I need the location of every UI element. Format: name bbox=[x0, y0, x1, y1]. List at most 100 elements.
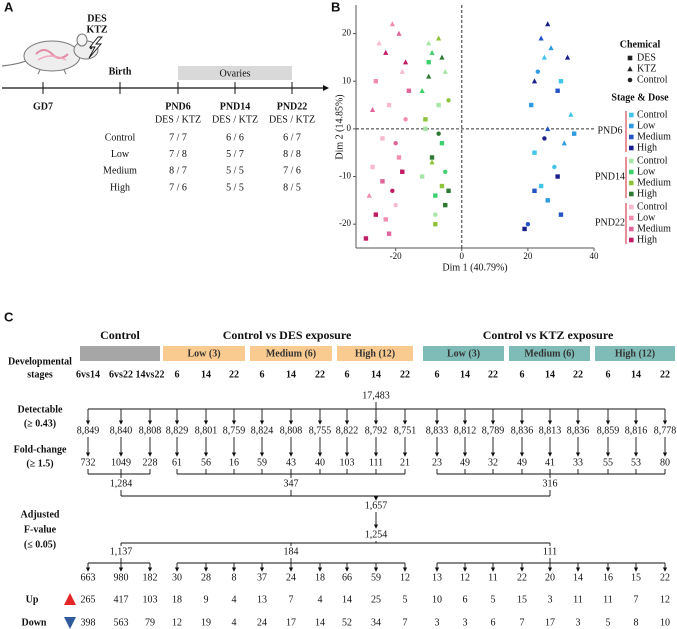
fold-change-total: 316 bbox=[543, 478, 558, 489]
legend-marker bbox=[629, 145, 634, 151]
point bbox=[439, 140, 445, 146]
point bbox=[399, 68, 405, 74]
down-count: 10 bbox=[660, 617, 670, 628]
up-count: 13 bbox=[257, 594, 267, 605]
count: 5 / 7 bbox=[226, 149, 244, 160]
legend-marker bbox=[627, 77, 633, 83]
point bbox=[419, 174, 425, 179]
dose-box bbox=[250, 346, 332, 361]
fold-change-count: 43 bbox=[286, 457, 296, 468]
fold-change-count: 59 bbox=[257, 457, 267, 468]
legend-label: KTZ bbox=[637, 63, 656, 74]
legend-marker bbox=[629, 123, 634, 129]
count: 6 / 7 bbox=[283, 132, 301, 143]
point bbox=[436, 102, 441, 108]
count: 5 / 5 bbox=[226, 182, 244, 193]
legend-marker bbox=[629, 204, 634, 210]
down-count: 4 bbox=[232, 617, 237, 628]
point bbox=[380, 179, 385, 184]
tissue-box bbox=[178, 66, 292, 80]
stage-label: 6 bbox=[435, 369, 440, 380]
stage-label: 6vs22 bbox=[109, 369, 133, 380]
panel-label: B bbox=[331, 0, 340, 14]
row-label: F-value bbox=[24, 524, 57, 535]
fold-change-count: 61 bbox=[172, 457, 182, 468]
legend-marker bbox=[629, 112, 634, 118]
down-count: 6 bbox=[491, 617, 496, 628]
legend-marker bbox=[627, 66, 633, 72]
row-label: Fold-change bbox=[14, 444, 67, 455]
row-label: Down bbox=[21, 617, 46, 628]
point bbox=[396, 30, 402, 36]
row-label: stages bbox=[27, 369, 53, 380]
dose-box-label: Medium (6) bbox=[266, 348, 316, 359]
point bbox=[545, 21, 551, 27]
timeline-label: GD7 bbox=[33, 101, 53, 112]
point bbox=[568, 111, 574, 117]
legend-group: PND6 bbox=[597, 125, 622, 136]
count: 7 / 7 bbox=[169, 132, 187, 143]
y-tick-label: 20 bbox=[342, 28, 352, 38]
legend-label: Low bbox=[637, 166, 656, 177]
detectable-count: 8,829 bbox=[166, 425, 189, 436]
stage-label: 14 bbox=[460, 369, 470, 380]
adjusted-count: 22 bbox=[517, 572, 527, 583]
fold-change-count: 16 bbox=[229, 457, 239, 468]
down-count: 5 bbox=[606, 617, 611, 628]
up-count: 417 bbox=[114, 594, 129, 605]
point bbox=[555, 88, 560, 93]
dose-box-label: Medium (6) bbox=[524, 348, 574, 359]
timeline-label: PND14 bbox=[220, 101, 251, 112]
adjusted-count: 12 bbox=[400, 572, 410, 583]
up-count: 18 bbox=[172, 594, 182, 605]
column-header: DES / KTZ bbox=[155, 114, 201, 125]
up-count: 4 bbox=[318, 594, 323, 605]
detectable-count: 8,833 bbox=[426, 425, 449, 436]
stage-label: 22 bbox=[488, 369, 498, 380]
point bbox=[541, 54, 548, 60]
down-count: 398 bbox=[81, 617, 96, 628]
legend-label: Control bbox=[637, 155, 668, 166]
x-tick-label: 20 bbox=[523, 251, 533, 261]
y-tick-label: -10 bbox=[339, 171, 351, 181]
column-header: DES / KTZ bbox=[212, 114, 258, 125]
fold-change-total: 1,284 bbox=[110, 478, 133, 489]
fold-change-count: 1049 bbox=[111, 457, 131, 468]
total: 17,483 bbox=[362, 390, 390, 401]
legend-marker bbox=[629, 237, 634, 243]
detectable-count: 8,789 bbox=[482, 425, 505, 436]
up-count: 3 bbox=[548, 594, 553, 605]
adjusted-count: 8 bbox=[232, 572, 237, 583]
legend-label: Control bbox=[637, 201, 668, 212]
dose-box bbox=[595, 346, 675, 361]
column-header: DES / KTZ bbox=[269, 114, 315, 125]
point bbox=[433, 212, 438, 217]
dose-label: Medium bbox=[103, 166, 137, 177]
legend-marker bbox=[629, 169, 634, 175]
detectable-count: 8,792 bbox=[365, 425, 388, 436]
point bbox=[389, 21, 395, 27]
point bbox=[443, 202, 448, 208]
y-tick-label: 10 bbox=[342, 75, 352, 85]
panel-label: C bbox=[4, 309, 14, 324]
down-count: 14 bbox=[315, 617, 325, 628]
detectable-count: 8,812 bbox=[454, 425, 477, 436]
header: Control vs KTZ exposure bbox=[483, 328, 614, 342]
point bbox=[433, 221, 438, 227]
stage-label: 6 bbox=[606, 369, 611, 380]
adjusted-count: 30 bbox=[172, 572, 182, 583]
legend-marker bbox=[629, 158, 634, 164]
up-count: 15 bbox=[517, 594, 527, 605]
point bbox=[383, 217, 388, 222]
legend-label: Control bbox=[637, 109, 668, 120]
point bbox=[373, 212, 379, 217]
count: 8 / 8 bbox=[283, 149, 301, 160]
point bbox=[423, 117, 428, 122]
legend-label: High bbox=[637, 142, 657, 153]
adjusted-count: 18 bbox=[315, 572, 325, 583]
fold-change-count: 33 bbox=[573, 457, 583, 468]
stage-label: 6 bbox=[345, 369, 350, 380]
up-count: 5 bbox=[403, 594, 408, 605]
detectable-count: 8,755 bbox=[309, 425, 332, 436]
dose-label: High bbox=[110, 182, 130, 193]
